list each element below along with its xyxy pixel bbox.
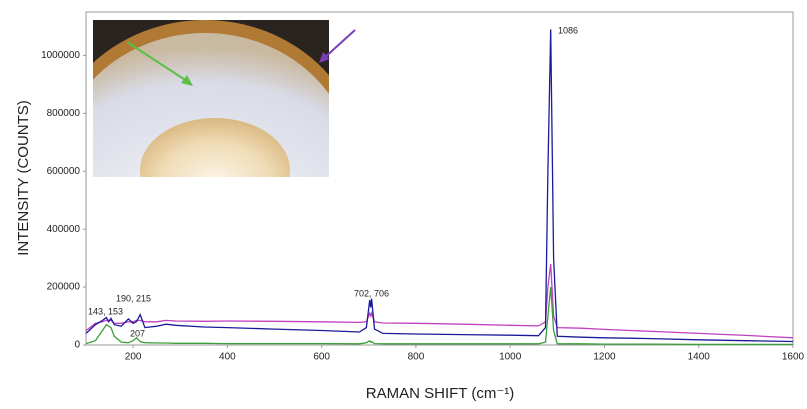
page: INTENSITY (COUNTS) RAMAN SHIFT (cm⁻¹) 0 2…	[0, 0, 807, 409]
y-tick-label: 400000	[47, 224, 81, 235]
peak-label: 190, 215	[116, 293, 151, 303]
x-tick-label: 1000	[499, 352, 522, 363]
x-tick-label: 1600	[782, 352, 805, 363]
x-axis-label: RAMAN SHIFT (cm⁻¹)	[366, 385, 514, 402]
y-tick-label: 200000	[47, 282, 81, 293]
y-tick-label: 1000000	[41, 50, 80, 61]
peak-label: 143, 153	[88, 306, 123, 316]
x-tick-label: 800	[408, 352, 425, 363]
inset-photo	[45, 20, 365, 320]
y-tick-label: 600000	[47, 166, 81, 177]
x-tick-label: 1200	[593, 352, 616, 363]
y-axis-label: INTENSITY (COUNTS)	[15, 100, 32, 256]
x-tick-label: 600	[313, 352, 330, 363]
x-tick-label: 200	[125, 352, 142, 363]
peak-label: 207	[130, 328, 145, 338]
peak-label: 702, 706	[354, 288, 389, 298]
series-line	[86, 287, 793, 344]
x-tick-label: 400	[219, 352, 236, 363]
x-tick-label: 1400	[688, 352, 711, 363]
peak-label: 1086	[558, 25, 578, 35]
chart: INTENSITY (COUNTS) RAMAN SHIFT (cm⁻¹) 0 2…	[0, 0, 807, 404]
y-tick-label: 0	[74, 340, 80, 351]
y-tick-label: 800000	[47, 108, 81, 119]
